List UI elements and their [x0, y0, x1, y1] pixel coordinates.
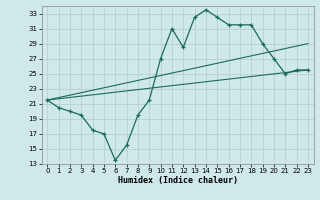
X-axis label: Humidex (Indice chaleur): Humidex (Indice chaleur)	[118, 176, 237, 185]
